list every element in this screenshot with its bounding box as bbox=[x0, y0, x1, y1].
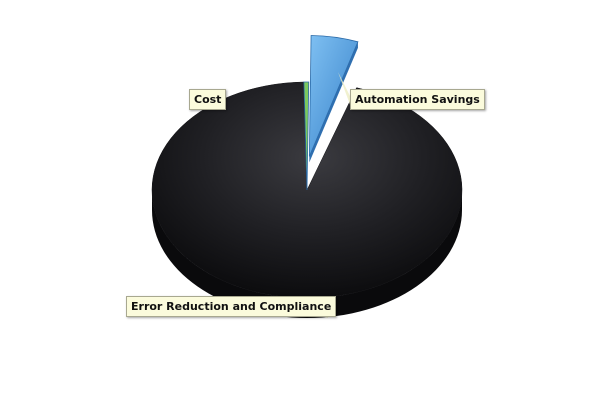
slice-automation-savings-edge bbox=[309, 41, 358, 163]
slice-label-cost: Cost bbox=[189, 89, 227, 110]
slice-automation-savings bbox=[308, 35, 359, 157]
slice-label-error-reduction: Error Reduction and Compliance bbox=[126, 296, 337, 317]
pie-slices bbox=[151, 35, 463, 299]
pie-depth bbox=[152, 190, 462, 318]
pie-side-band bbox=[152, 190, 462, 318]
slice-cost bbox=[303, 81, 310, 191]
slice-label-automation-savings: Automation Savings bbox=[350, 89, 485, 110]
leader-automation-savings bbox=[338, 72, 352, 110]
